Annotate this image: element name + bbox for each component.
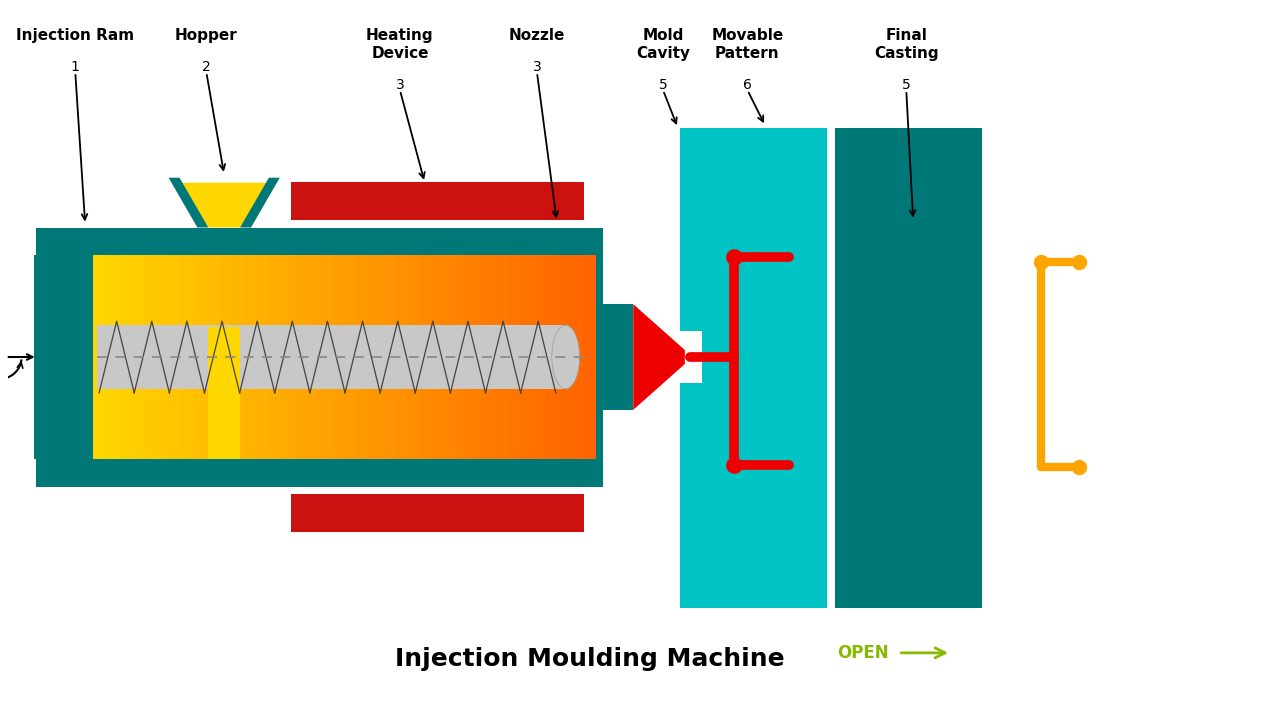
Bar (106, 255, 118, 459)
Text: 5: 5 (902, 78, 911, 92)
Bar (520, 255, 534, 459)
Bar (282, 255, 294, 459)
Bar (168, 255, 182, 459)
Text: Injection Ram: Injection Ram (17, 28, 134, 43)
Text: 2: 2 (203, 60, 210, 74)
Text: Final
Casting: Final Casting (874, 28, 939, 61)
Bar (470, 255, 483, 459)
Ellipse shape (552, 325, 580, 389)
Bar (256, 255, 270, 459)
Bar (545, 255, 558, 459)
Bar (445, 255, 457, 459)
Polygon shape (680, 128, 827, 608)
Bar (181, 255, 194, 459)
Polygon shape (168, 178, 209, 227)
Polygon shape (633, 304, 685, 410)
Bar (232, 255, 245, 459)
Bar (118, 255, 131, 459)
Bar (571, 255, 583, 459)
Bar (395, 255, 408, 459)
Bar (496, 255, 508, 459)
Text: Injection Moulding Machine: Injection Moulding Machine (395, 647, 785, 671)
Bar (243, 255, 257, 459)
Bar (155, 255, 169, 459)
Bar (507, 255, 521, 459)
Text: OPEN: OPEN (837, 644, 888, 662)
Bar (320, 255, 333, 459)
Bar (97, 325, 566, 389)
Bar (357, 255, 369, 459)
Bar (144, 255, 157, 459)
Text: 6: 6 (743, 78, 752, 92)
Polygon shape (180, 183, 269, 227)
Bar (290, 181, 583, 219)
Bar (93, 255, 106, 459)
Text: 3: 3 (533, 60, 541, 74)
Bar (408, 255, 420, 459)
Text: Hopper: Hopper (175, 28, 238, 43)
Bar (533, 255, 545, 459)
Bar (209, 326, 240, 459)
Polygon shape (678, 331, 702, 383)
Bar (344, 255, 358, 459)
Text: 1: 1 (71, 60, 80, 74)
Bar (432, 255, 446, 459)
Bar (269, 255, 282, 459)
Bar (219, 255, 232, 459)
Polygon shape (834, 128, 982, 608)
Text: 5: 5 (659, 78, 668, 92)
Bar (131, 255, 144, 459)
Bar (483, 255, 496, 459)
Bar (583, 255, 596, 459)
Bar (33, 255, 93, 459)
Bar (206, 255, 219, 459)
Bar (331, 255, 345, 459)
Text: Heating
Device: Heating Device (366, 28, 433, 61)
Bar (369, 255, 382, 459)
Bar (65, 227, 604, 487)
Polygon shape (240, 178, 280, 227)
Text: Movable
Pattern: Movable Pattern (711, 28, 784, 61)
Bar (290, 495, 583, 532)
Bar (595, 304, 633, 410)
Bar (194, 255, 206, 459)
Bar (457, 255, 470, 459)
Bar (558, 255, 571, 459)
Bar (419, 255, 433, 459)
Text: Nozzle: Nozzle (508, 28, 566, 43)
Bar (307, 255, 320, 459)
Text: Mold
Cavity: Mold Cavity (636, 28, 691, 61)
Bar (382, 255, 395, 459)
Text: 3: 3 (395, 78, 404, 92)
Bar (294, 255, 307, 459)
Bar (36, 227, 65, 487)
Bar (197, 227, 251, 255)
